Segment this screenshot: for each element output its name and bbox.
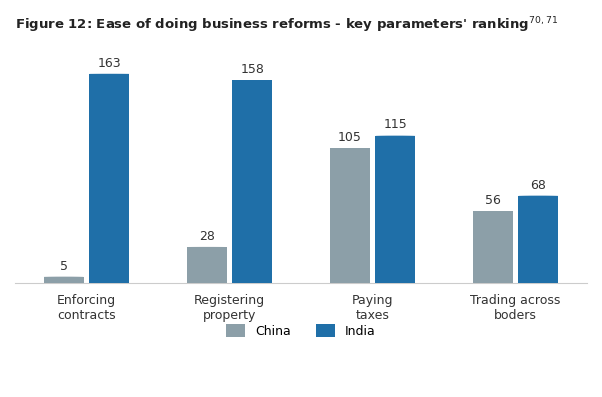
FancyBboxPatch shape bbox=[232, 80, 272, 283]
FancyBboxPatch shape bbox=[330, 148, 370, 283]
Text: 5: 5 bbox=[60, 260, 67, 273]
Text: 68: 68 bbox=[530, 179, 547, 192]
Text: Figure 12: Ease of doing business reforms - key parameters' ranking$^{70,71}$: Figure 12: Ease of doing business reform… bbox=[15, 15, 558, 35]
Text: 158: 158 bbox=[240, 64, 264, 76]
Text: 163: 163 bbox=[98, 57, 121, 70]
FancyBboxPatch shape bbox=[518, 196, 559, 283]
Legend: China, India: China, India bbox=[222, 319, 380, 343]
FancyBboxPatch shape bbox=[473, 211, 513, 283]
Text: 115: 115 bbox=[383, 118, 408, 131]
FancyBboxPatch shape bbox=[187, 247, 226, 283]
Text: 56: 56 bbox=[485, 194, 500, 207]
FancyBboxPatch shape bbox=[43, 277, 84, 283]
Text: 105: 105 bbox=[338, 131, 362, 145]
Text: 28: 28 bbox=[199, 230, 214, 243]
FancyBboxPatch shape bbox=[376, 135, 415, 283]
FancyBboxPatch shape bbox=[89, 74, 129, 283]
